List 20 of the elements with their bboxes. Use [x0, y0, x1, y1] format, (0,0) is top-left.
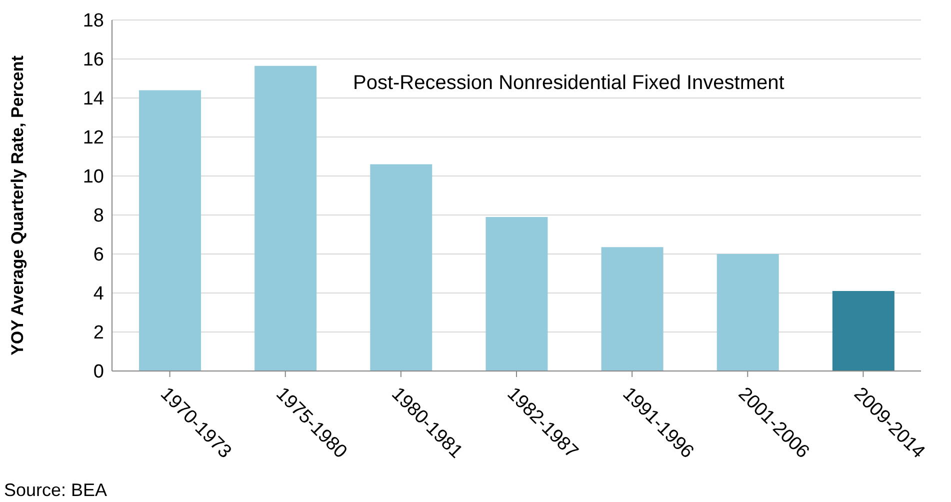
bar [254, 66, 317, 371]
text: Post-Recession Nonresidential Fixed Investment [353, 72, 784, 95]
bar [486, 216, 548, 371]
bar [832, 291, 894, 371]
y-tick-label: 16 [82, 50, 104, 71]
y-tick-label: 10 [82, 166, 104, 188]
y-tick-label: 4 [93, 284, 104, 305]
y-tick-label: 12 [82, 128, 104, 149]
y-tick-label: 8 [93, 206, 104, 227]
y-tick-label: 2 [93, 322, 104, 344]
y-tick-label: 0 [93, 362, 104, 383]
source-note: Source: BEA [4, 480, 108, 501]
y-tick-label: 14 [82, 88, 104, 110]
bar [601, 247, 664, 371]
y-tick-label: 18 [82, 10, 104, 32]
y-tick-label: 6 [93, 244, 104, 266]
bar [716, 254, 779, 371]
bar [370, 164, 432, 371]
bar [139, 90, 201, 371]
y-axis-title: YOY Average Quarterly Rate, Percent [8, 55, 28, 356]
